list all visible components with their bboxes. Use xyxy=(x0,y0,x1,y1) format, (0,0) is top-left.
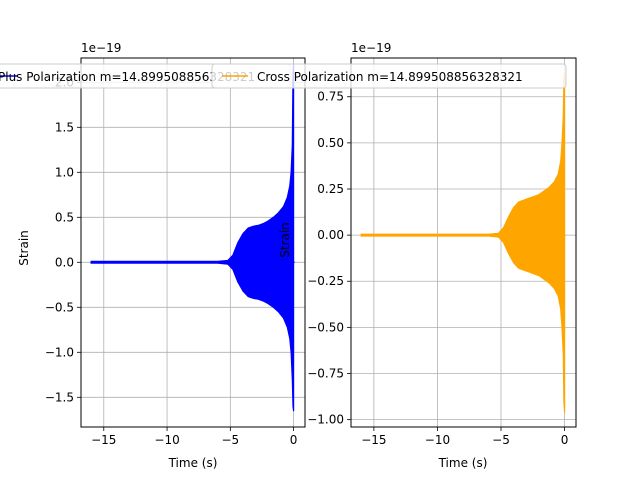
cross-waveform xyxy=(360,72,566,413)
x-axis-label-right: Time (s) xyxy=(438,456,488,470)
y-axis-label-left: Strain xyxy=(17,230,31,266)
y-tick-label: 0.75 xyxy=(317,90,344,104)
x-tick-label: −5 xyxy=(492,433,510,447)
plus-waveform xyxy=(90,63,295,412)
y-ticks-left: −1.5−1.0−0.50.00.51.01.52.0 xyxy=(45,75,81,404)
x-tick-label: −15 xyxy=(91,433,116,447)
y-tick-label: 0.0 xyxy=(55,255,74,269)
y-ticks-right: −1.00 −0.75 −0.50 −0.25 0.00 0.25 0.50 0.75 xyxy=(307,90,351,427)
waveform-envelope xyxy=(360,72,566,413)
x-tick-label: −15 xyxy=(361,433,386,447)
x-ticks-left: −15 −10 −5 0 xyxy=(91,427,297,447)
offset-text-right: 1e−19 xyxy=(351,41,391,55)
x-tick-label: 0 xyxy=(290,433,298,447)
x-tick-label: 0 xyxy=(561,433,569,447)
y-tick-label: −1.0 xyxy=(45,345,74,359)
y-tick-label: −1.00 xyxy=(307,413,344,427)
legend-right: Cross Polarization m=14.899508856328321 xyxy=(211,63,567,89)
legend-label-plus: Plus Polarization m=14.899508856328321 xyxy=(0,70,255,84)
waveform-envelope xyxy=(90,63,295,412)
axes-frame-right xyxy=(350,57,577,428)
y-tick-label: 0.00 xyxy=(317,228,344,242)
legend-box-right xyxy=(211,63,567,89)
y-tick-label: 1.0 xyxy=(55,165,74,179)
x-ticks-right: −15 −10 −5 0 xyxy=(361,427,568,447)
legend-label-cross: Cross Polarization m=14.899508856328321 xyxy=(257,70,523,84)
y-tick-label: −0.75 xyxy=(307,366,344,380)
cross-polarization-plot: 1e−19 −15 −10 −5 0 −1.00 −0.75 −0.50 −0.25 0.00… xyxy=(278,41,577,470)
y-tick-label: −0.5 xyxy=(45,300,74,314)
x-axis-label-left: Time (s) xyxy=(168,456,218,470)
y-axis-label-right: Strain xyxy=(278,222,292,258)
y-tick-label: 0.5 xyxy=(55,210,74,224)
y-tick-label: 0.25 xyxy=(317,182,344,196)
y-tick-label: −0.50 xyxy=(307,320,344,334)
y-tick-label: −0.25 xyxy=(307,274,344,288)
plus-polarization-plot: 1e−19 −15 −10 −5 0 −1.5 −1.0 −0.5 0.0 0.5 1.0 1.5… xyxy=(17,41,306,470)
x-tick-label: −5 xyxy=(221,433,239,447)
axes-frame-left xyxy=(80,57,306,428)
y-tick-label: 1.5 xyxy=(55,120,74,134)
offset-text-left: 1e−19 xyxy=(81,41,121,55)
y-tick-label: −1.5 xyxy=(45,390,74,404)
x-tick-label: −10 xyxy=(425,433,450,447)
x-tick-label: −10 xyxy=(154,433,179,447)
y-tick-label: 0.50 xyxy=(317,136,344,150)
